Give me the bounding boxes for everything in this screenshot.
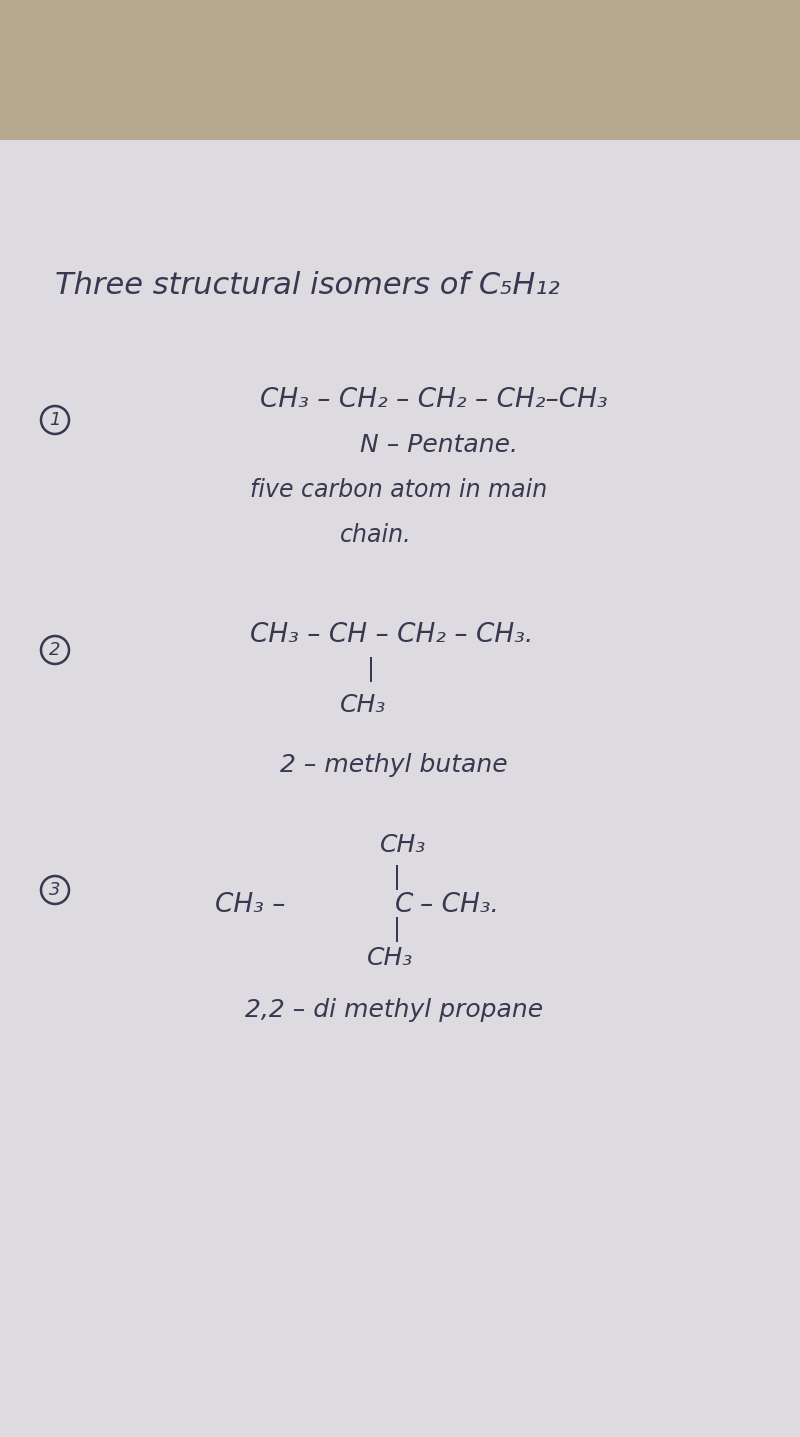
Text: |: | — [393, 917, 401, 943]
Text: 1: 1 — [50, 411, 61, 430]
Text: 2,2 – di methyl propane: 2,2 – di methyl propane — [245, 999, 543, 1022]
Text: 2: 2 — [50, 641, 61, 660]
Text: C: C — [395, 892, 414, 918]
Text: CH₃: CH₃ — [380, 833, 426, 856]
Text: Three structural isomers of C₅H₁₂: Three structural isomers of C₅H₁₂ — [55, 270, 560, 299]
Text: CH₃ – CH₂ – CH₂ – CH₂–CH₃: CH₃ – CH₂ – CH₂ – CH₂–CH₃ — [260, 387, 608, 412]
Text: 2 – methyl butane: 2 – methyl butane — [280, 753, 508, 777]
Text: five carbon atom in main: five carbon atom in main — [250, 479, 547, 502]
Text: |: | — [367, 658, 375, 683]
Text: CH₃ –: CH₃ – — [215, 892, 286, 918]
Text: chain.: chain. — [340, 523, 412, 547]
FancyBboxPatch shape — [0, 139, 800, 1437]
Text: 3: 3 — [50, 881, 61, 900]
Text: – CH₃.: – CH₃. — [420, 892, 499, 918]
Text: CH₃ – CH – CH₂ – CH₃.: CH₃ – CH – CH₂ – CH₃. — [250, 622, 534, 648]
Text: N – Pentane.: N – Pentane. — [360, 433, 518, 457]
Text: CH₃: CH₃ — [340, 693, 386, 717]
Text: |: | — [393, 865, 401, 891]
Text: CH₃: CH₃ — [367, 946, 414, 970]
